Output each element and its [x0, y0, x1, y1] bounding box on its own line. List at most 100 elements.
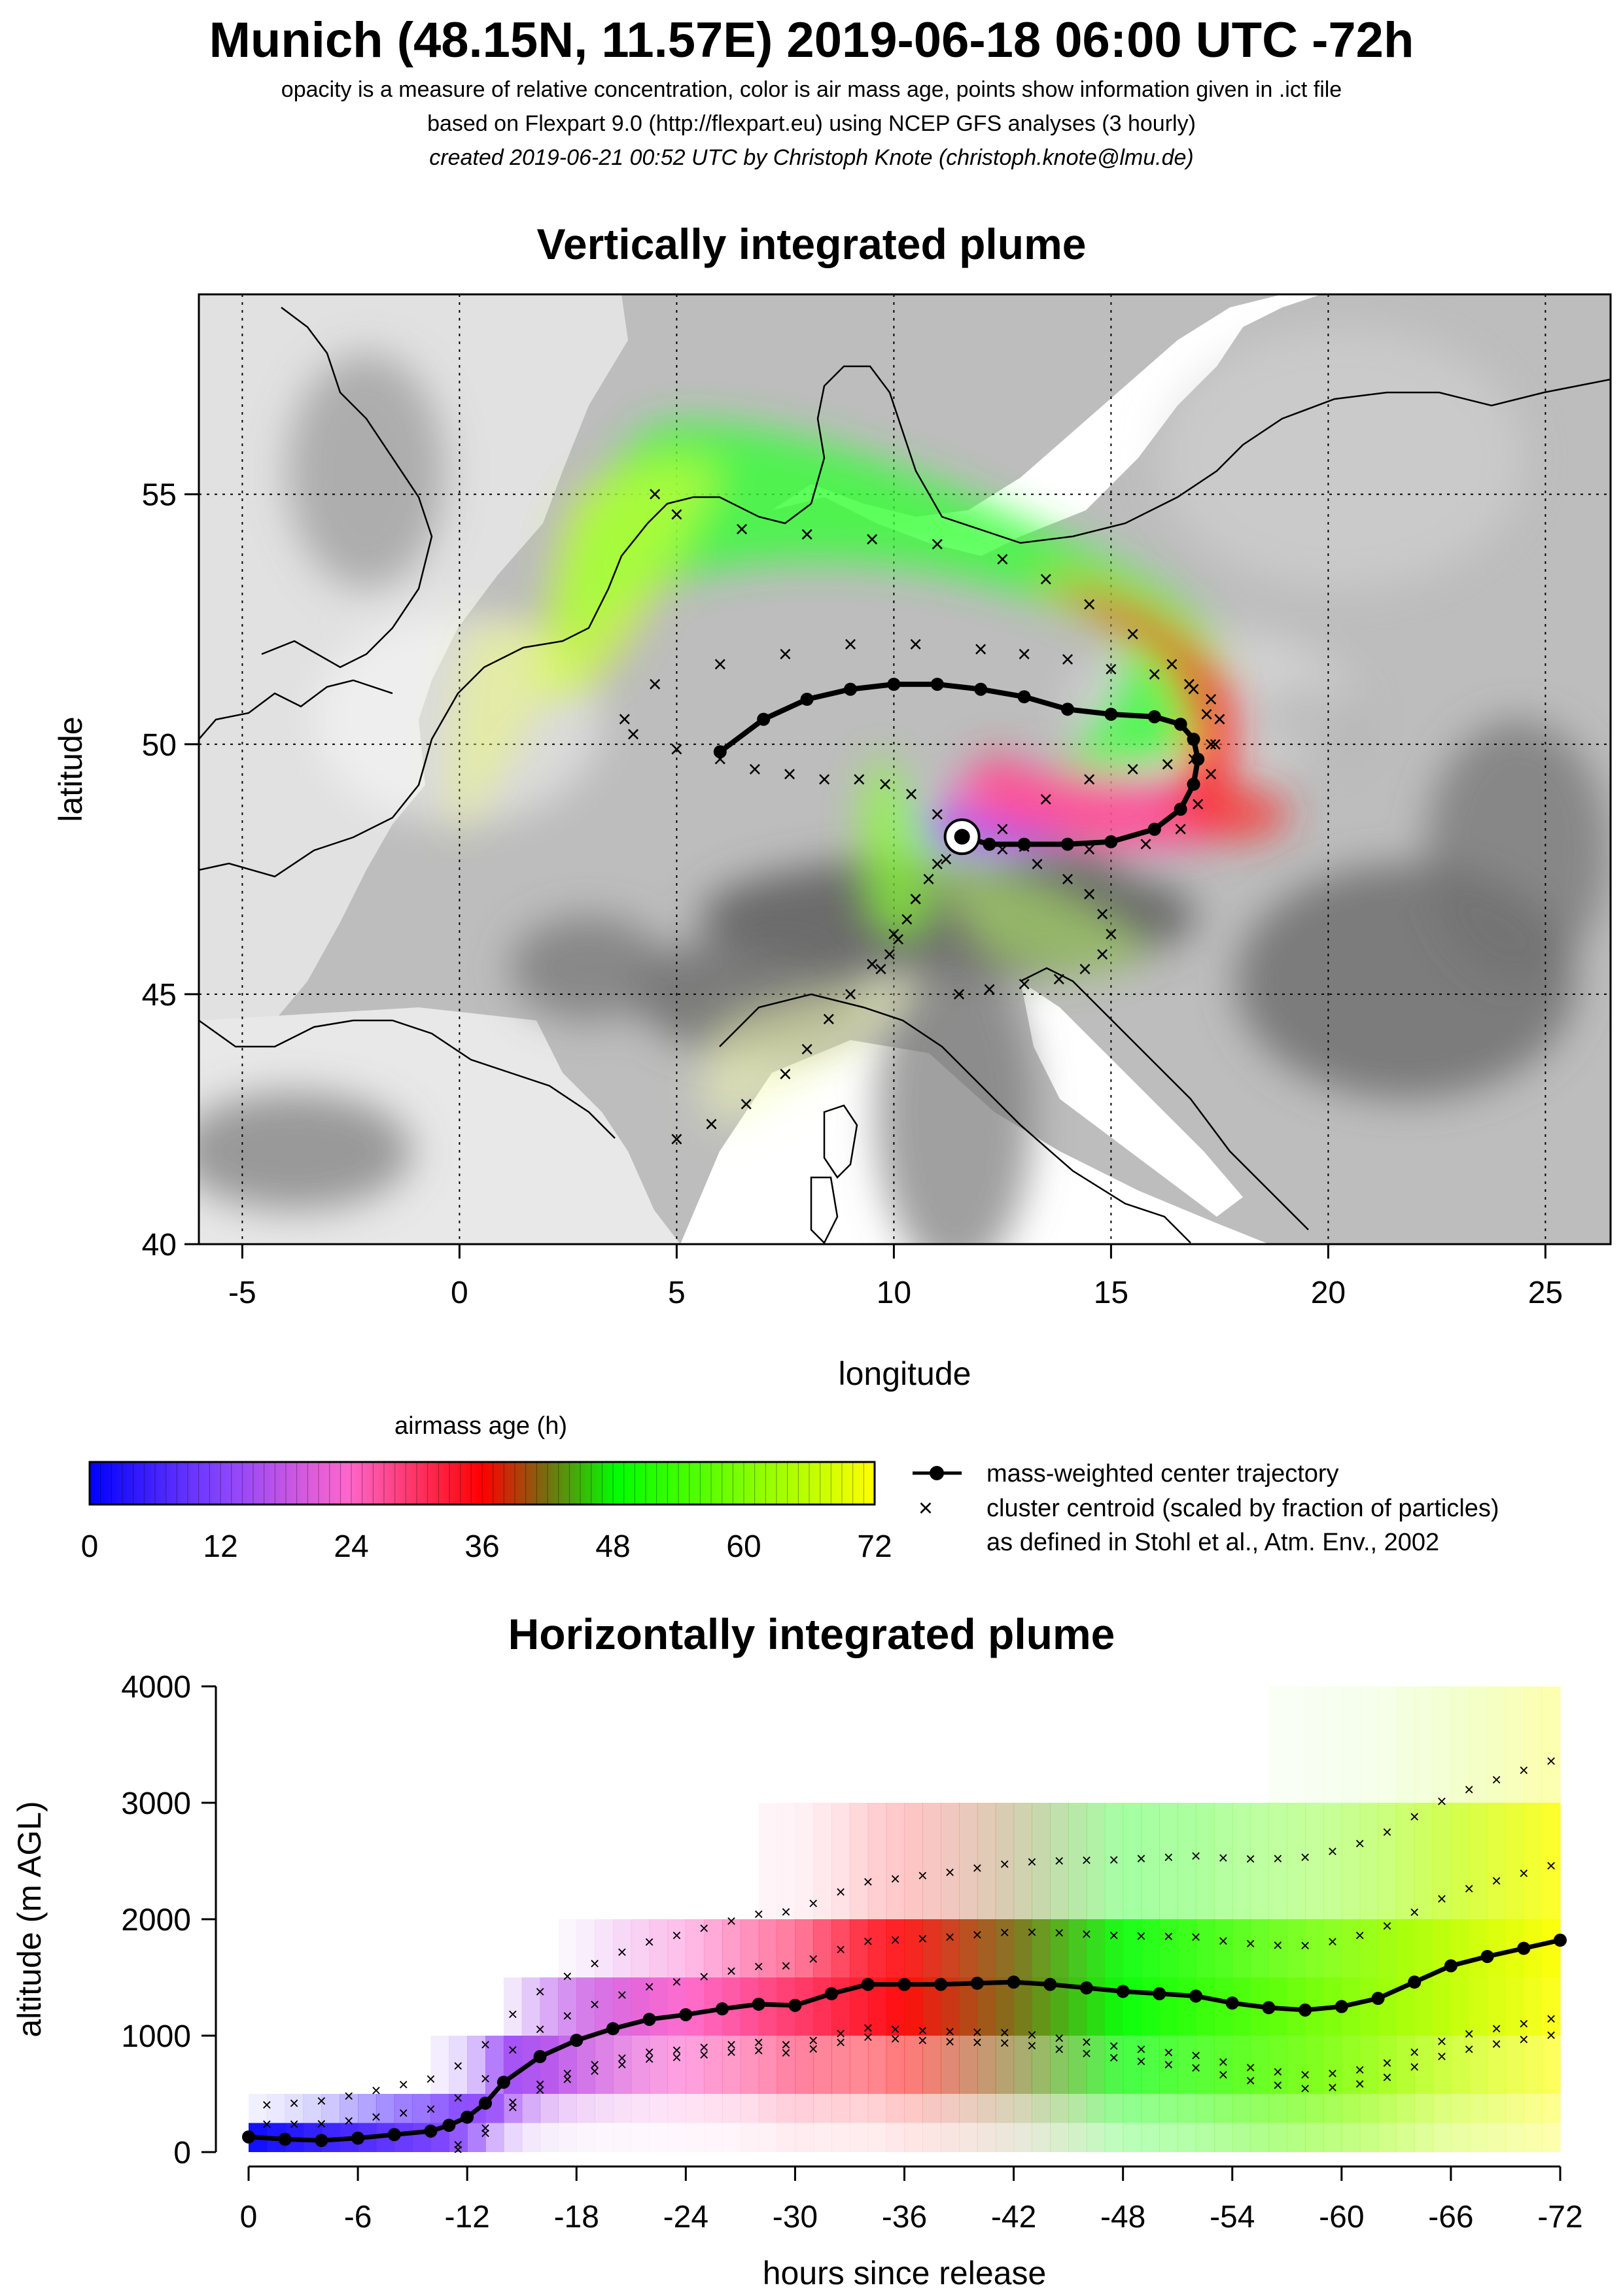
cluster-centroid-marker: × [1187, 676, 1200, 703]
heatmap-cell [576, 1919, 595, 1977]
profile-cluster-marker: × [1492, 1871, 1501, 1890]
heatmap-cell [576, 2094, 595, 2123]
heatmap-cell [686, 2094, 705, 2123]
cluster-centroid-marker: × [1161, 750, 1174, 777]
profile-cluster-marker: × [1191, 2058, 1200, 2078]
profile-cluster-marker: × [1027, 2025, 1037, 2044]
heatmap-cell [595, 2094, 614, 2123]
profile-cluster-marker: × [1382, 1822, 1392, 1842]
x-tick-label: -30 [773, 2200, 818, 2235]
map-axes: -5 0 5 10 15 20 25 40 45 50 55 longitude latitude [52, 478, 1563, 1392]
profile-cluster-marker: × [781, 1956, 791, 1975]
heatmap-cell [1505, 1803, 1524, 1919]
cluster-centroid-marker: × [648, 670, 662, 697]
heatmap-cell [886, 2036, 905, 2094]
heatmap-cell [1378, 1919, 1397, 1977]
cluster-centroid-marker: × [1104, 920, 1118, 947]
cluster-centroid-marker: × [983, 975, 996, 1002]
cluster-centroid-marker: × [865, 525, 879, 552]
profile-cluster-marker: × [1136, 2040, 1146, 2059]
profile-cluster-marker: × [1055, 1851, 1064, 1870]
heatmap-cell [1068, 2094, 1087, 2123]
cluster-centroid-marker: × [783, 761, 797, 788]
profile-center-trajectory-point [1371, 1992, 1385, 2006]
profile-panel-title: Horizontally integrated plume [508, 1610, 1115, 1658]
heatmap-cell [831, 1977, 850, 2036]
cluster-centroid-marker: × [1060, 865, 1074, 892]
plume-cloud [451, 422, 1289, 1125]
heatmap-cell [1524, 1977, 1543, 2036]
profile-cluster-marker: × [508, 2004, 517, 2024]
cluster-centroid-marker: × [705, 1111, 718, 1138]
profile-cluster-marker: × [672, 2040, 682, 2060]
cluster-centroid-marker: × [930, 801, 944, 827]
heatmap-cell [849, 1919, 869, 1977]
profile-cluster-marker: × [644, 2049, 654, 2069]
profile-cluster-marker: × [590, 1994, 600, 2014]
heatmap-cell [1505, 1686, 1524, 1803]
profile-cluster-marker: × [672, 1925, 682, 1945]
cluster-centroid-marker: × [670, 500, 684, 527]
profile-cluster-marker: × [1519, 2013, 1529, 2033]
heatmap-cell [777, 1803, 796, 1919]
profile-center-trajectory-point [461, 2110, 474, 2124]
profile-cluster-marker: × [1410, 1902, 1420, 1922]
cluster-centroid-marker: × [909, 886, 922, 913]
profile-cluster-marker: × [972, 1924, 982, 1944]
heatmap-cell [1341, 2094, 1361, 2123]
profile-center-trajectory-point [315, 2134, 328, 2148]
heatmap-cell [922, 2036, 941, 2094]
x-tick-label: -66 [1428, 2200, 1473, 2235]
profile-cluster-marker: × [535, 2080, 545, 2100]
map-panel-title: Vertically integrated plume [536, 220, 1087, 268]
heatmap-cell [1104, 1803, 1124, 1919]
heatmap-cell [1359, 1977, 1379, 2036]
cluster-centroid-marker: × [865, 950, 879, 977]
profile-cluster-marker: × [1273, 1935, 1283, 1955]
profile-cluster-marker: × [480, 2118, 490, 2138]
profile-cluster-marker: × [453, 2135, 463, 2155]
profile-cluster-marker: × [1109, 1850, 1119, 1870]
heatmap-cell [1396, 1919, 1415, 1977]
x-tick-label: -54 [1210, 2200, 1255, 2235]
center-trajectory-point [1061, 703, 1074, 716]
cluster-centroid-marker: × [800, 521, 814, 548]
heatmap-cell [758, 2036, 778, 2094]
cluster-centroid-marker: × [1083, 591, 1096, 617]
profile-cluster-marker: × [1136, 2051, 1146, 2071]
cluster-centroid-marker: × [800, 1035, 814, 1062]
profile-cluster-marker: × [1519, 1760, 1529, 1780]
legend-trajectory-label: mass-weighted center trajectory [986, 1460, 1339, 1487]
heatmap-cell [1232, 2094, 1251, 2123]
profile-cluster-marker: × [1273, 2062, 1283, 2081]
profile-cluster-marker: × [1546, 2009, 1556, 2028]
heatmap-cell [521, 1977, 541, 2036]
heatmap-cell [1141, 1919, 1160, 1977]
heatmap-cell [1524, 1686, 1543, 1803]
heatmap-cell [1268, 1686, 1287, 1803]
heatmap-cell [667, 2036, 686, 2094]
heatmap-cell [795, 1919, 814, 1977]
heatmap-cell [576, 2123, 595, 2152]
heatmap-cell [1268, 2094, 1287, 2123]
profile-cluster-marker: × [453, 2088, 463, 2108]
heatmap-cell [867, 2123, 887, 2152]
heatmap-cell [941, 2123, 960, 2152]
heatmap-cell [631, 1977, 650, 2036]
heatmap-cell [1433, 2123, 1452, 2152]
heatmap-cell [722, 1919, 741, 1977]
heatmap-cell [340, 2094, 358, 2123]
heatmap-cell [1323, 1686, 1342, 1803]
heatmap-cell [686, 2036, 705, 2094]
heatmap-cell [867, 1919, 887, 1977]
heatmap-cell [1524, 1803, 1543, 1919]
heatmap-cell [1341, 1803, 1361, 1919]
x-tick-label: 0 [240, 2200, 258, 2235]
x-tick-label: -72 [1537, 2200, 1582, 2235]
heatmap-cell [813, 2094, 832, 2123]
profile-cluster-marker: × [317, 2091, 326, 2110]
heatmap-cell [1159, 1919, 1178, 1977]
x-axis-label: longitude [839, 1355, 971, 1392]
colorbar-ticks: 0 12 24 36 48 60 72 [81, 1529, 892, 1564]
